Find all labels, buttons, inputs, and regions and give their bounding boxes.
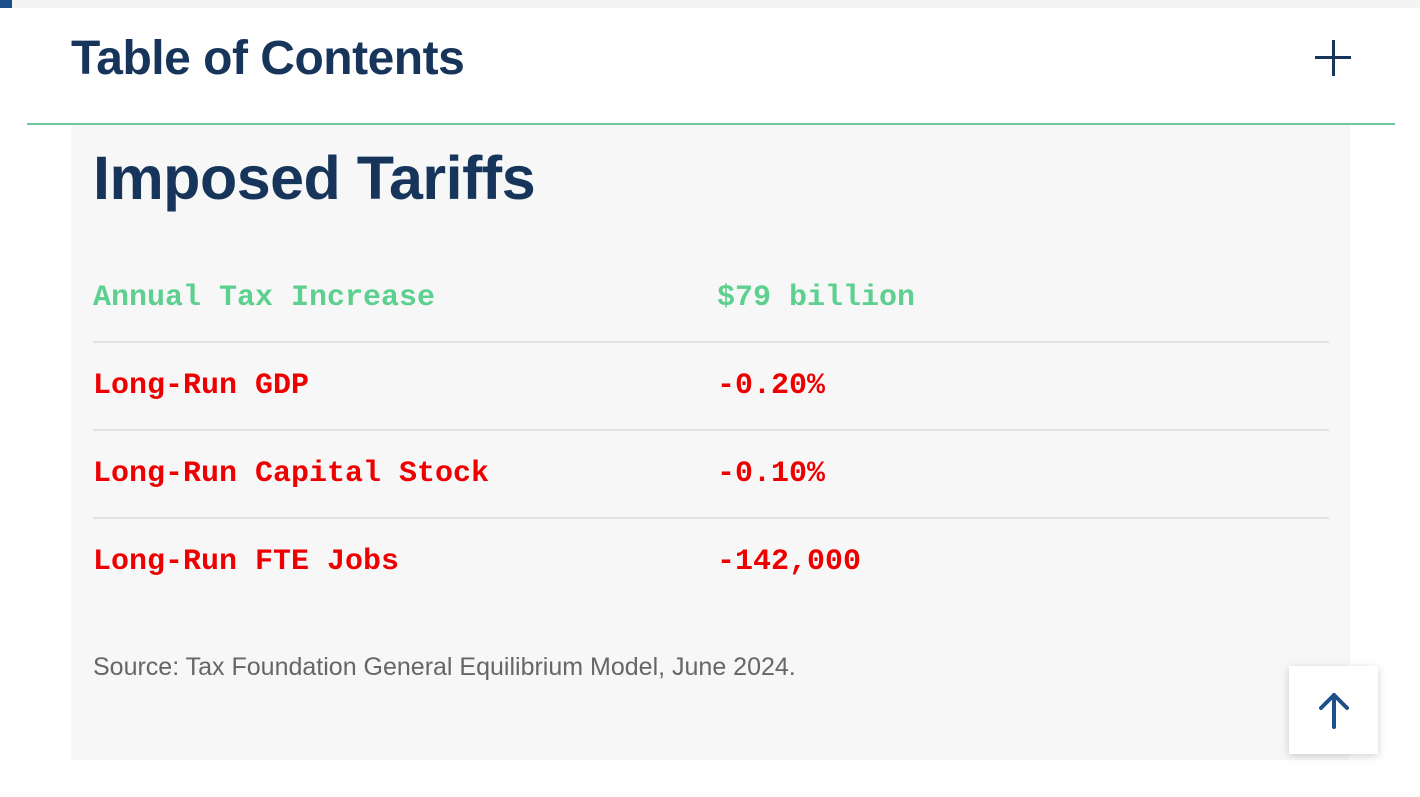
- row-value: -0.20%: [717, 341, 1329, 430]
- progress-indicator: [0, 0, 12, 8]
- row-label: Long-Run FTE Jobs: [93, 517, 717, 605]
- plus-icon[interactable]: [1311, 36, 1355, 80]
- row-value: -142,000: [717, 517, 1329, 605]
- table-row: Long-Run GDP -0.20%: [93, 341, 1329, 430]
- row-value: -0.10%: [717, 429, 1329, 518]
- plus-icon-vertical: [1331, 40, 1335, 76]
- table-of-contents-bar[interactable]: Table of Contents: [27, 8, 1395, 125]
- table-row: Long-Run Capital Stock -0.10%: [93, 429, 1329, 518]
- row-label: Long-Run GDP: [93, 341, 717, 430]
- stats-table: Annual Tax Increase $79 billion Long-Run…: [93, 255, 1329, 605]
- source-note: Source: Tax Foundation General Equilibri…: [93, 653, 796, 681]
- row-label: Annual Tax Increase: [93, 281, 436, 315]
- row-value: $79 billion: [717, 281, 916, 315]
- arrow-up-icon: [1318, 693, 1349, 729]
- row-label: Long-Run Capital Stock: [93, 429, 717, 518]
- toc-title[interactable]: Table of Contents: [71, 32, 465, 85]
- top-strip: [0, 0, 1420, 8]
- table-row: Long-Run FTE Jobs -142,000: [93, 517, 1329, 605]
- card-title: Imposed Tariffs: [93, 144, 536, 212]
- tariff-summary-card: Imposed Tariffs Annual Tax Increase $79 …: [71, 125, 1350, 760]
- table-row: Annual Tax Increase $79 billion: [93, 255, 1329, 342]
- back-to-top-button[interactable]: [1289, 666, 1378, 754]
